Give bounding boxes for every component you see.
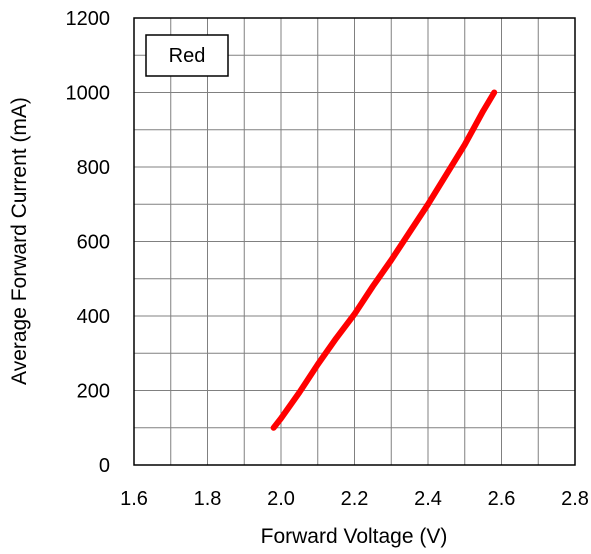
series-line-red [270, 89, 498, 431]
plot-frame [133, 17, 576, 466]
legend-label: Red [169, 45, 206, 67]
y-tick-label: 400 [77, 306, 110, 328]
x-tick-label: 1.6 [120, 488, 148, 510]
y-tick-labels: 0 200 400 600 800 1000 1200 [66, 8, 111, 477]
x-tick-label: 2.6 [488, 488, 516, 510]
x-axis-label: Forward Voltage (V) [261, 525, 448, 548]
y-tick-label: 1200 [66, 8, 111, 30]
x-tick-label: 2.2 [341, 488, 369, 510]
legend: Red [145, 34, 229, 77]
x-tick-label: 2.8 [561, 488, 589, 510]
x-tick-label: 1.8 [194, 488, 222, 510]
x-tick-label: 2.4 [414, 488, 442, 510]
y-tick-label: 0 [99, 455, 110, 477]
series-layer [270, 89, 498, 431]
y-tick-label: 1000 [66, 83, 111, 105]
x-tick-labels: 1.6 1.8 2.0 2.2 2.4 2.6 2.8 [120, 488, 589, 510]
legend-box [145, 34, 229, 77]
y-axis-label: Average Forward Current (mA) [8, 97, 31, 385]
y-tick-label: 200 [77, 381, 110, 403]
y-tick-label: 800 [77, 157, 110, 179]
x-tick-label: 2.0 [267, 488, 295, 510]
y-tick-label: 600 [77, 232, 110, 254]
